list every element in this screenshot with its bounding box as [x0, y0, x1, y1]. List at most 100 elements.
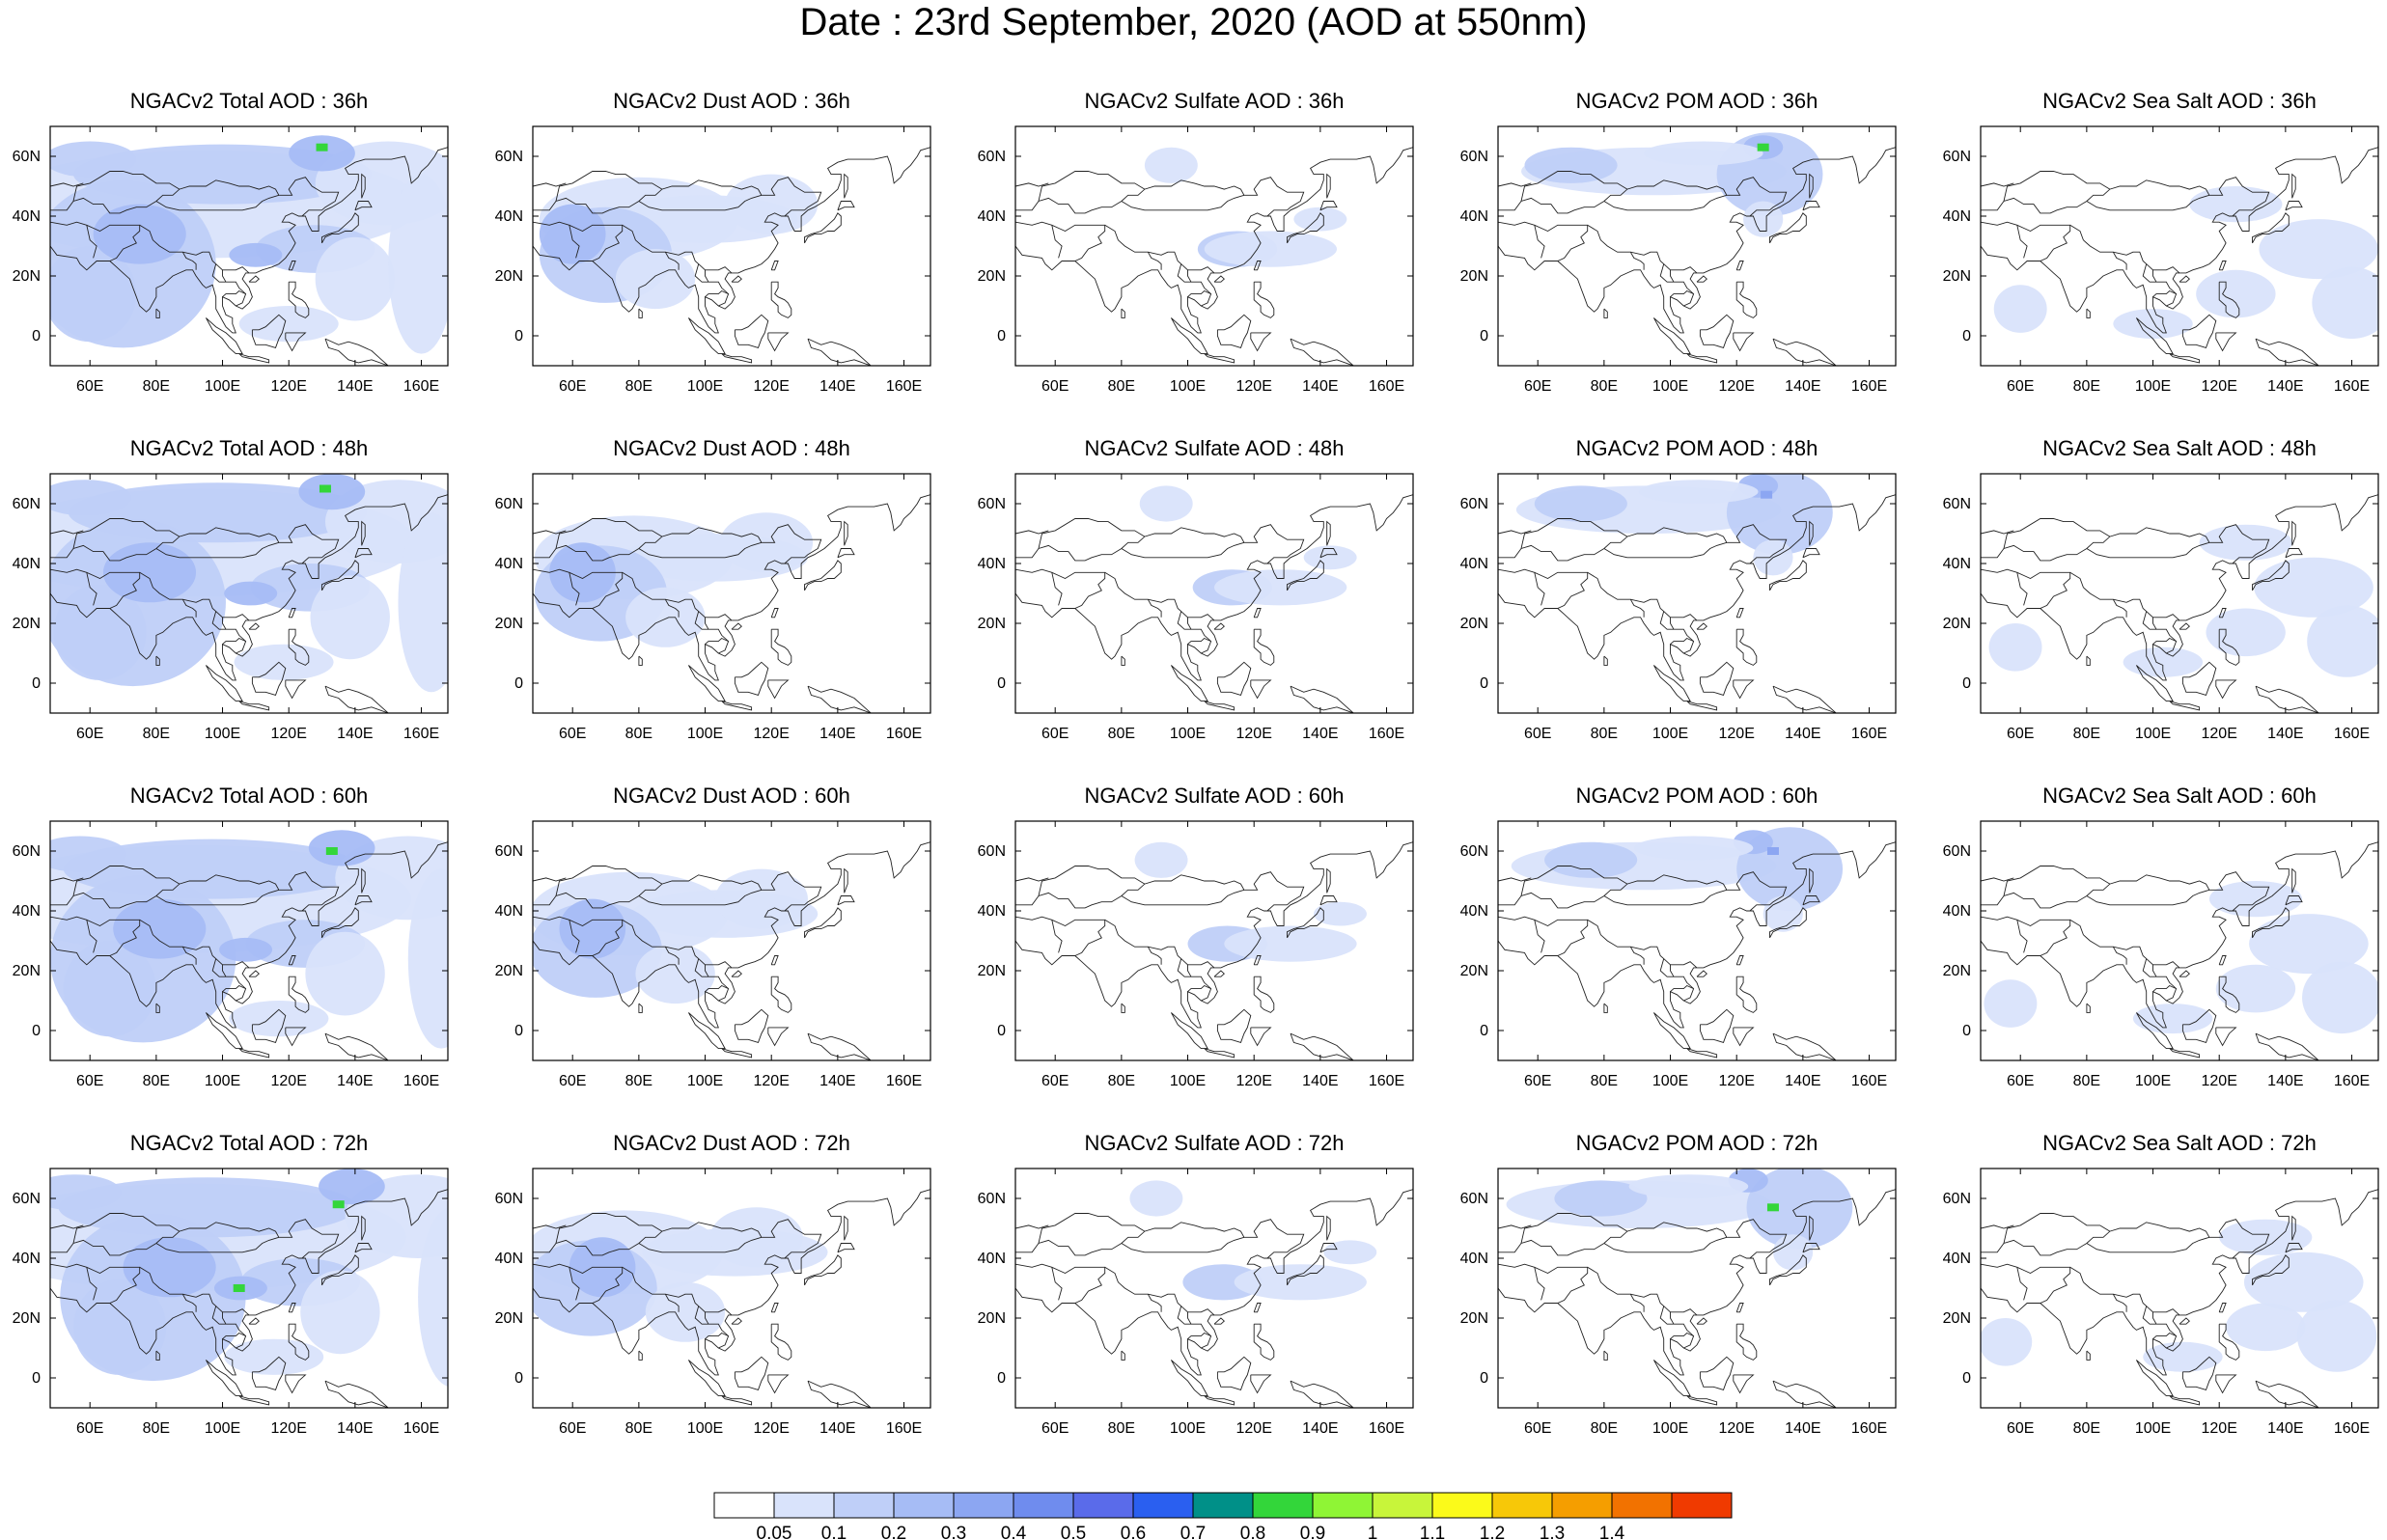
aod-field: [1521, 132, 1823, 237]
aod-blob: [289, 135, 355, 172]
lat-tick-label: 0: [514, 328, 523, 344]
lon-tick-label: 120E: [754, 378, 790, 395]
coastlines: [1981, 841, 2378, 1060]
coastlines: [1015, 1189, 1413, 1408]
lon-tick-label: 100E: [1170, 1073, 1206, 1089]
lon-tick-label: 60E: [76, 1420, 103, 1437]
lat-tick-label: 20N: [495, 1310, 523, 1327]
aod-blob: [53, 584, 147, 680]
lon-tick-label: 140E: [337, 1420, 373, 1437]
aod-field: [1511, 827, 1844, 932]
map-frame: [49, 820, 449, 1061]
lon-tick-label: 140E: [337, 1073, 373, 1089]
aod-blob: [615, 249, 696, 310]
aod-hotspot: [1766, 1203, 1779, 1212]
lon-tick-label: 120E: [1236, 1073, 1272, 1089]
lon-tick-label: 60E: [76, 726, 103, 742]
aod-blob: [1772, 1234, 1814, 1271]
lat-tick-label: 0: [32, 328, 41, 344]
lon-tick-label: 120E: [271, 1073, 307, 1089]
lon-tick-label: 160E: [1851, 1420, 1887, 1437]
panel-title-pom-36h: NGACv2 POM AOD : 36h: [1575, 89, 1818, 113]
lat-tick-label: 60N: [495, 149, 523, 165]
lon-tick-label: 80E: [1591, 726, 1618, 742]
lat-tick-label: 60N: [495, 1191, 523, 1207]
aod-field: [534, 512, 814, 647]
lat-tick-label: 60N: [13, 843, 41, 860]
colorbar-label: 1.1: [1420, 1524, 1445, 1540]
aod-blob: [1144, 147, 1198, 183]
lon-tick-label: 80E: [143, 1073, 170, 1089]
panel-title-sea-salt-36h: NGACv2 Sea Salt AOD : 36h: [2042, 89, 2317, 113]
aod-field: [1993, 186, 2378, 340]
lon-tick-label: 60E: [2007, 1420, 2034, 1437]
panel-title-total-48h: NGACv2 Total AOD : 48h: [129, 436, 369, 460]
aod-field: [1139, 485, 1357, 606]
aod-field: [1134, 841, 1367, 962]
lon-tick-label: 160E: [403, 1420, 439, 1437]
colorbar-bin: [1072, 1492, 1134, 1519]
lon-tick-label: 100E: [1170, 378, 1206, 395]
aod-blob: [1644, 141, 1763, 166]
aod-blob: [68, 482, 367, 543]
aod-blob: [1628, 1174, 1749, 1198]
aod-blob: [50, 836, 126, 872]
lat-tick-label: 60N: [1460, 496, 1488, 512]
lat-tick-label: 20N: [495, 963, 523, 979]
lat-tick-label: 20N: [1943, 1310, 1971, 1327]
lat-tick-label: 60N: [978, 843, 1006, 860]
panel-title-total-60h: NGACv2 Total AOD : 60h: [129, 784, 369, 808]
lat-tick-label: 20N: [1460, 268, 1488, 285]
colorbar-bin: [833, 1492, 895, 1519]
lon-tick-label: 80E: [2073, 378, 2100, 395]
lat-tick-label: 60N: [1460, 1191, 1488, 1207]
lat-tick-label: 40N: [978, 903, 1006, 920]
lon-tick-label: 160E: [886, 726, 922, 742]
lat-tick-label: 0: [1480, 675, 1488, 692]
lat-tick-label: 0: [32, 675, 41, 692]
colorbar-label: 1.2: [1480, 1524, 1505, 1540]
lon-tick-label: 60E: [1524, 378, 1551, 395]
aod-blob: [709, 1207, 803, 1268]
aod-blob: [2215, 964, 2296, 1013]
aod-blob: [1293, 206, 1347, 232]
coastlines: [533, 147, 930, 366]
lon-tick-label: 60E: [559, 378, 586, 395]
aod-blob: [1534, 485, 1627, 522]
lat-tick-label: 20N: [13, 616, 41, 632]
lon-tick-label: 120E: [1719, 726, 1755, 742]
lat-tick-label: 20N: [1460, 1310, 1488, 1327]
aod-hotspot: [325, 847, 338, 855]
map-panel-pom-48h: 60E 80E 100E 120E 140E 160E 60N 40N 20N 0: [1460, 473, 1897, 742]
lon-tick-label: 60E: [1524, 726, 1551, 742]
lat-tick-label: 0: [514, 1023, 523, 1039]
map-panel-sea-salt-60h: 60E 80E 100E 120E 140E 160E 60N 40N 20N 0: [1943, 820, 2379, 1089]
aod-blob: [2123, 646, 2204, 677]
panel-title-pom-60h: NGACv2 POM AOD : 60h: [1575, 784, 1818, 808]
lat-tick-label: 0: [514, 1370, 523, 1387]
lon-tick-label: 100E: [205, 726, 240, 742]
lat-tick-label: 20N: [13, 1310, 41, 1327]
aod-field: [1144, 147, 1347, 267]
lon-tick-label: 140E: [2267, 1420, 2303, 1437]
aod-blob: [50, 1174, 122, 1211]
lon-tick-label: 100E: [1170, 726, 1206, 742]
lon-tick-label: 140E: [1302, 378, 1338, 395]
map-panel-dust-48h: 60E 80E 100E 120E 140E 160E 60N 40N 20N 0: [495, 473, 931, 742]
lat-tick-label: 20N: [13, 963, 41, 979]
colorbar-bin: [953, 1492, 1014, 1519]
panel-title-sulfate-60h: NGACv2 Sulfate AOD : 60h: [1084, 784, 1345, 808]
aod-blob: [238, 306, 339, 343]
aod-blob: [2307, 605, 2378, 677]
map-panel-total-60h: 60E 80E 100E 120E 140E 160E 60N 40N 20N 0: [13, 820, 449, 1089]
aod-blob: [224, 1338, 324, 1375]
aod-blob: [1204, 231, 1338, 267]
aod-blob: [50, 246, 137, 343]
lat-tick-label: 40N: [495, 903, 523, 920]
colorbar-label: 0.6: [1121, 1524, 1146, 1540]
map-panel-total-36h: 60E 80E 100E 120E 140E 160E 60N 40N 20N 0: [13, 125, 449, 395]
lon-tick-label: 100E: [687, 378, 723, 395]
lon-tick-label: 100E: [1652, 1420, 1688, 1437]
map-frame: [1980, 473, 2379, 714]
map-panel-pom-60h: 60E 80E 100E 120E 140E 160E 60N 40N 20N 0: [1460, 820, 1897, 1089]
